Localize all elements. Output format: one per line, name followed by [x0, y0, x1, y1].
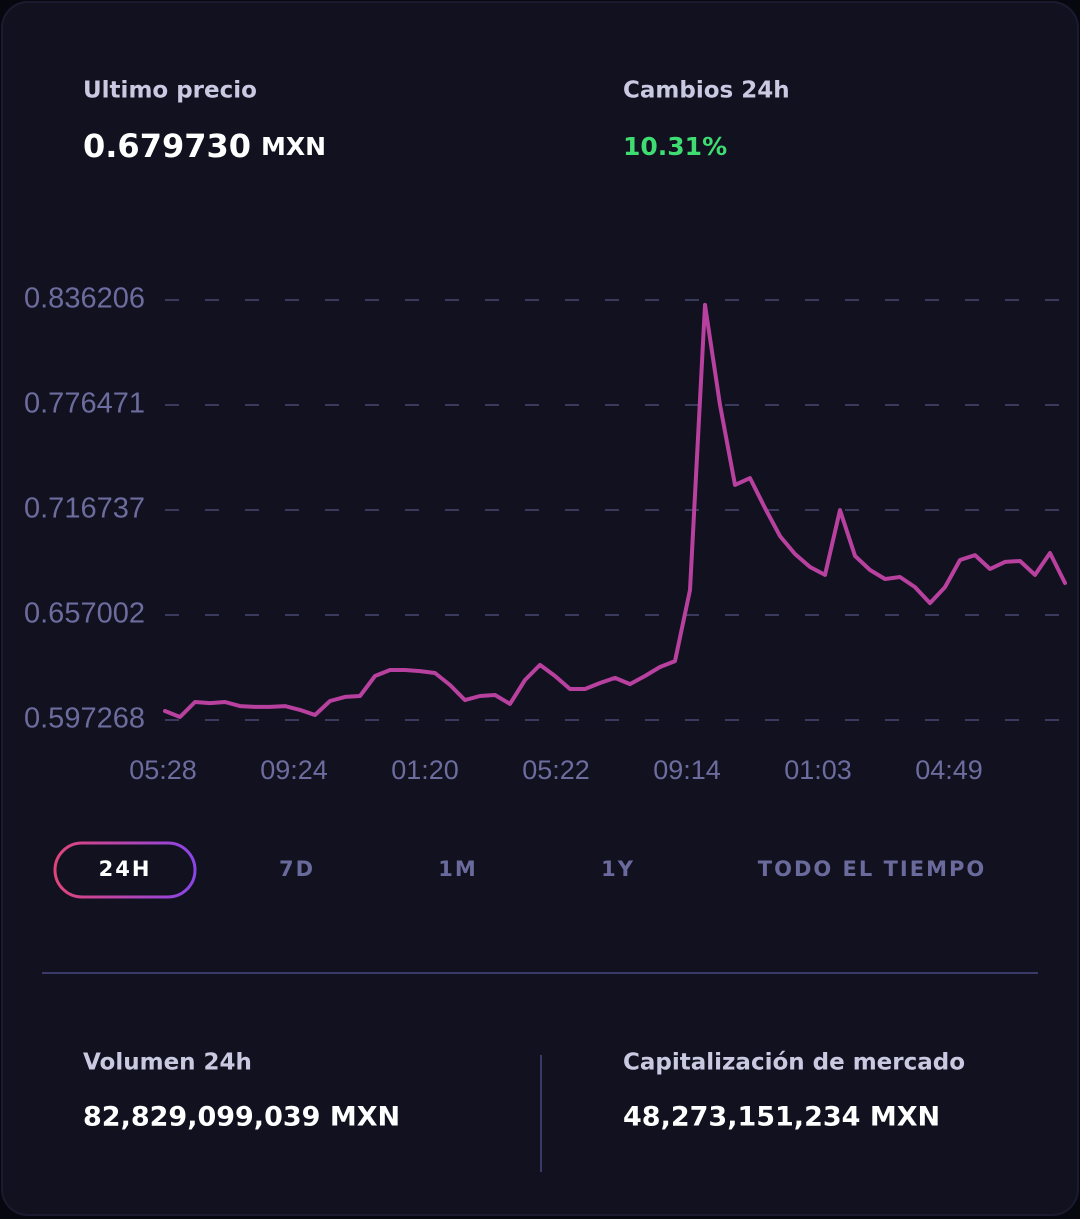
y-tick-label: 0.657002 — [24, 598, 145, 630]
tab[interactable]: 24H — [99, 857, 152, 881]
y-tick-label: 0.716737 — [24, 493, 145, 525]
volume-value: 82,829,099,039 MXN — [83, 1102, 400, 1133]
tab[interactable]: TODO EL TIEMPO — [758, 857, 986, 881]
change-value: 10.31% — [623, 132, 727, 161]
x-tick-label: 05:28 — [129, 755, 197, 785]
last-price-value: 0.679730 — [83, 127, 251, 165]
x-tick-label: 09:24 — [260, 755, 328, 785]
price-line — [163, 302, 1067, 719]
currency: MXN — [261, 132, 326, 161]
tab[interactable]: 1M — [438, 857, 478, 881]
last-price: 0.679730 MXN — [83, 127, 326, 165]
x-tick-label: 09:14 — [653, 755, 721, 785]
tab[interactable]: 7D — [279, 857, 315, 881]
x-tick-label: 04:49 — [915, 755, 983, 785]
y-tick-label: 0.776471 — [24, 388, 145, 420]
y-tick-label: 0.597268 — [24, 703, 145, 735]
change-label: Cambios 24h — [623, 78, 790, 104]
y-tick-label: 0.836206 — [24, 283, 145, 315]
market-cap-value: 48,273,151,234 MXN — [623, 1102, 940, 1133]
tab-active-outline[interactable] — [53, 841, 197, 899]
x-tick-label: 01:20 — [391, 755, 459, 785]
x-tick-label: 05:22 — [522, 755, 590, 785]
tab[interactable]: 1Y — [601, 857, 635, 881]
price-chart: 0.597268 0.657002 0.716737 0.776471 0.836206… — [24, 283, 1067, 785]
x-tick-label: 01:03 — [784, 755, 852, 785]
last-price-label: Ultimo precio — [83, 78, 257, 104]
volume-label: Volumen 24h — [83, 1050, 252, 1076]
market-cap-label: Capitalización de mercado — [623, 1050, 965, 1076]
